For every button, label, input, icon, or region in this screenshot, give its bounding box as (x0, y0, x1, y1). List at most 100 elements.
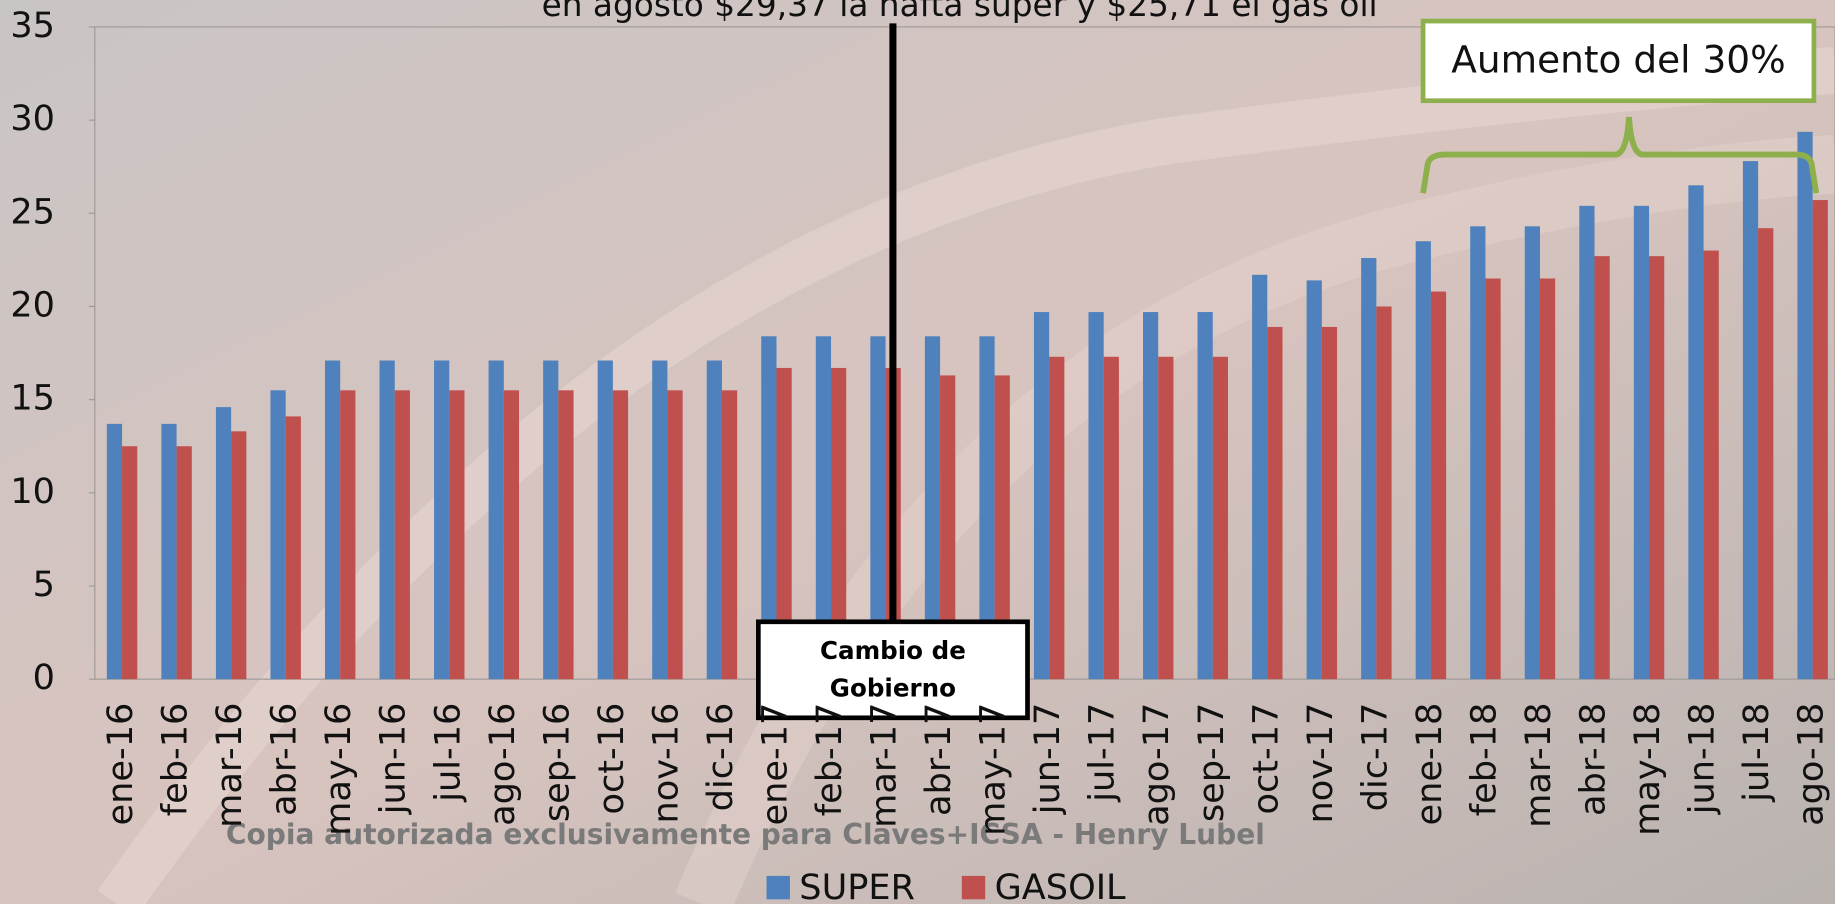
bar (1758, 228, 1773, 679)
bar (122, 446, 137, 679)
bar (1704, 251, 1719, 680)
x-tick-label: feb-17 (809, 703, 850, 817)
legend-swatch (767, 876, 790, 899)
bar (434, 361, 449, 680)
x-tick-label: abr-16 (264, 703, 305, 816)
bar (558, 390, 573, 679)
y-tick-label: 30 (10, 98, 55, 139)
bar (504, 390, 519, 679)
x-tick-label: ago-18 (1791, 703, 1832, 826)
bar (722, 390, 737, 679)
bar (1307, 280, 1322, 679)
y-tick-label: 35 (10, 5, 55, 46)
bar (1158, 357, 1173, 679)
x-tick-label: jul-18 (1736, 703, 1777, 803)
bar (286, 416, 301, 679)
watermark: Copia autorizada exclusivamente para Cla… (226, 818, 1265, 851)
x-tick-label: ago-16 (482, 703, 523, 826)
bar (1252, 275, 1267, 679)
x-tick-label: nov-16 (645, 703, 686, 824)
x-tick-label: jul-16 (427, 703, 468, 803)
x-tick-label: may-18 (1627, 703, 1668, 836)
bar (1361, 258, 1376, 679)
bar (1485, 279, 1500, 680)
chart: en agosto $29,37 la nafta super y $25,71… (0, 0, 1835, 904)
y-tick-label: 15 (10, 378, 55, 419)
bar (1813, 200, 1828, 679)
legend-label: SUPER (799, 867, 915, 904)
bar (1634, 206, 1649, 679)
x-tick-label: oct-16 (591, 703, 632, 815)
bar (325, 361, 340, 680)
bar (1688, 185, 1703, 679)
x-tick-label: oct-17 (1245, 703, 1286, 815)
bar (395, 390, 410, 679)
bar (177, 446, 192, 679)
y-tick-label: 20 (10, 284, 55, 325)
x-tick-label: may-16 (318, 703, 359, 836)
bar (1595, 256, 1610, 679)
x-tick-label: ago-17 (1136, 703, 1177, 826)
legend-label: GASOIL (995, 867, 1126, 904)
bar (1198, 312, 1213, 679)
bar (449, 390, 464, 679)
x-tick-label: ene-16 (100, 703, 141, 826)
x-tick-label: may-17 (973, 703, 1014, 836)
bar (667, 390, 682, 679)
bar (161, 424, 176, 679)
bar (1143, 312, 1158, 679)
government-label: Cambio de (820, 636, 966, 665)
bar (107, 424, 122, 679)
x-tick-label: sep-17 (1191, 703, 1232, 823)
bar (1322, 327, 1337, 679)
bar (1649, 256, 1664, 679)
bar (652, 361, 667, 680)
x-tick-label: jul-17 (1082, 703, 1123, 803)
x-tick-label: jun-16 (373, 703, 414, 816)
legend-swatch (962, 876, 985, 899)
increase-label: Aumento del 30% (1451, 38, 1785, 82)
bar (1034, 312, 1049, 679)
x-tick-label: dic-17 (1354, 703, 1395, 812)
bar (1525, 226, 1540, 679)
bar (1104, 357, 1119, 679)
bar (1470, 226, 1485, 679)
bar (1743, 161, 1758, 679)
x-tick-label: jun-18 (1682, 703, 1723, 816)
x-tick-label: mar-18 (1518, 703, 1559, 828)
bar (1049, 357, 1064, 679)
y-tick-label: 5 (33, 564, 55, 605)
x-tick-label: jun-17 (1027, 703, 1068, 816)
x-tick-label: nov-17 (1300, 703, 1341, 824)
bar (1088, 312, 1103, 679)
y-tick-label: 0 (33, 657, 55, 698)
x-tick-label: dic-16 (700, 703, 741, 812)
bar (1540, 279, 1555, 680)
bar (613, 390, 628, 679)
bar (707, 361, 722, 680)
x-tick-label: ene-18 (1409, 703, 1450, 826)
bar (1797, 132, 1812, 679)
bar (1431, 292, 1446, 680)
y-tick-label: 25 (10, 191, 55, 232)
bar (1579, 206, 1594, 679)
y-tick-label: 10 (10, 471, 55, 512)
x-tick-label: sep-16 (536, 703, 577, 823)
bar (1267, 327, 1282, 679)
x-tick-label: abr-17 (918, 703, 959, 816)
bar (1416, 241, 1431, 679)
bar (489, 361, 504, 680)
x-tick-label: feb-16 (155, 703, 196, 817)
bar (216, 407, 231, 679)
bar (270, 390, 285, 679)
bar (543, 361, 558, 680)
bar (1376, 306, 1391, 679)
x-tick-label: mar-17 (864, 703, 905, 828)
bar (1213, 357, 1228, 679)
bar (340, 390, 355, 679)
x-tick-label: abr-18 (1573, 703, 1614, 816)
x-tick-label: ene-17 (754, 703, 795, 826)
bar (231, 431, 246, 679)
chart-title: en agosto $29,37 la nafta super y $25,71… (542, 0, 1378, 24)
bar (598, 361, 613, 680)
